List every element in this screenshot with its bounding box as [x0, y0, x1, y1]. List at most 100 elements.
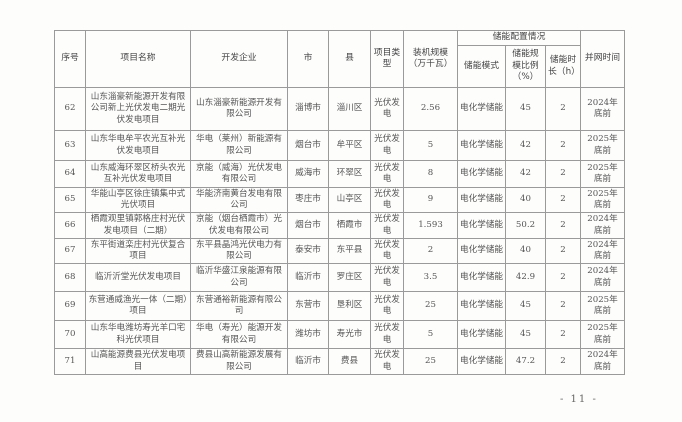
cell-grid-time: 2025年底前 [580, 320, 625, 349]
header-grid-time: 并网时间 [580, 30, 625, 88]
cell-company: 东平县晶鸿光伏电力有限公司 [190, 238, 288, 264]
cell-company: 华能济南黄台发电有限公司 [190, 187, 288, 213]
cell-duration: 2 [545, 187, 581, 213]
cell-type: 光伏发电 [370, 187, 404, 213]
cell-grid-time: 2025年底前 [580, 187, 625, 213]
cell-city: 临沂市 [287, 348, 329, 375]
cell-company: 华电（寿光）能源开发有限公司 [190, 320, 288, 349]
cell-ratio: 45 [505, 87, 546, 131]
table-row: 70 山东华电潍坊寿光羊口宅科光伏项目 华电（寿光）能源开发有限公司 潍坊市 寿光市 光伏… [54, 320, 625, 349]
cell-city: 枣庄市 [287, 187, 329, 213]
cell-name: 临沂沂堂光伏发电项目 [85, 263, 191, 292]
cell-county: 淄川区 [328, 87, 371, 131]
cell-ratio: 40 [505, 238, 546, 264]
header-seq: 序号 [54, 30, 86, 88]
cell-county: 罗庄区 [328, 263, 371, 292]
table-row: 68 临沂沂堂光伏发电项目 临沂华盛江泉能源有限公司 临沂市 罗庄区 光伏发电 3.5 电化学… [54, 263, 625, 292]
cell-county: 垦利区 [328, 291, 371, 321]
cell-grid-time: 2024年底前 [580, 87, 625, 131]
cell-seq: 66 [54, 212, 86, 239]
cell-county: 栖霞市 [328, 212, 371, 239]
cell-scale: 5 [403, 130, 458, 161]
cell-type: 光伏发电 [370, 238, 404, 264]
cell-mode: 电化学储能 [457, 263, 506, 292]
header-storage-group: 储能配置情况 [457, 30, 581, 46]
cell-type: 光伏发电 [370, 130, 404, 161]
header-county: 县 [328, 30, 371, 88]
cell-county: 环翠区 [328, 160, 371, 188]
cell-seq: 71 [54, 348, 86, 375]
cell-county: 山亭区 [328, 187, 371, 213]
table-row: 63 山东华电牟平农光互补光伏发电项目 华电（莱州）新能源有限公司 烟台市 牟平区 光伏发… [54, 130, 625, 161]
cell-company: 华电（莱州）新能源有限公司 [190, 130, 288, 161]
cell-city: 烟台市 [287, 212, 329, 239]
cell-grid-time: 2024年底前 [580, 263, 625, 292]
cell-type: 光伏发电 [370, 348, 404, 375]
cell-scale: 2.56 [403, 87, 458, 131]
cell-seq: 63 [54, 130, 86, 161]
cell-name: 山东华电牟平农光互补光伏发电项目 [85, 130, 191, 161]
cell-duration: 2 [545, 130, 581, 161]
cell-scale: 5 [403, 320, 458, 349]
header-ratio: 储能规模比例（%） [505, 45, 546, 88]
cell-grid-time: 2025年底前 [580, 160, 625, 188]
cell-ratio: 50.2 [505, 212, 546, 239]
cell-city: 烟台市 [287, 130, 329, 161]
cell-duration: 2 [545, 87, 581, 131]
cell-grid-time: 2024年底前 [580, 212, 625, 239]
cell-duration: 2 [545, 212, 581, 239]
header-company: 开发企业 [190, 30, 288, 88]
cell-name: 东平街道栾庄村光伏复合项目 [85, 238, 191, 264]
cell-scale: 3.5 [403, 263, 458, 292]
header-duration: 储能时长（h） [545, 45, 581, 88]
cell-duration: 2 [545, 263, 581, 292]
table-row: 71 山高能源费县光伏发电项目 费县山高新能源发展有限公司 临沂市 费县 光伏发电 25 电化… [54, 348, 625, 375]
cell-county: 东平县 [328, 238, 371, 264]
cell-duration: 2 [545, 320, 581, 349]
cell-city: 临沂市 [287, 263, 329, 292]
header-type: 项目类型 [370, 30, 404, 88]
cell-duration: 2 [545, 291, 581, 321]
header-scale: 装机规模（万千瓦） [403, 30, 458, 88]
header-city: 市 [287, 30, 329, 88]
cell-mode: 电化学储能 [457, 291, 506, 321]
cell-ratio: 45 [505, 320, 546, 349]
cell-mode: 电化学储能 [457, 348, 506, 375]
cell-ratio: 42 [505, 160, 546, 188]
cell-city: 淄博市 [287, 87, 329, 131]
cell-ratio: 42.9 [505, 263, 546, 292]
cell-grid-time: 2025年底前 [580, 291, 625, 321]
cell-seq: 70 [54, 320, 86, 349]
cell-type: 光伏发电 [370, 291, 404, 321]
cell-scale: 25 [403, 348, 458, 375]
cell-city: 威海市 [287, 160, 329, 188]
page-number: - 11 - [560, 394, 598, 405]
cell-ratio: 47.2 [505, 348, 546, 375]
cell-seq: 69 [54, 291, 86, 321]
cell-grid-time: 2024年底前 [580, 238, 625, 264]
cell-company: 山东淄豪新能源开发有限公司 [190, 87, 288, 131]
cell-duration: 2 [545, 238, 581, 264]
cell-county: 牟平区 [328, 130, 371, 161]
cell-seq: 67 [54, 238, 86, 264]
cell-seq: 62 [54, 87, 86, 131]
cell-company: 临沂华盛江泉能源有限公司 [190, 263, 288, 292]
cell-mode: 电化学储能 [457, 320, 506, 349]
cell-county: 寿光市 [328, 320, 371, 349]
cell-seq: 68 [54, 263, 86, 292]
cell-name: 山东华电潍坊寿光羊口宅科光伏项目 [85, 320, 191, 349]
cell-name: 山高能源费县光伏发电项目 [85, 348, 191, 375]
cell-mode: 电化学储能 [457, 238, 506, 264]
cell-county: 费县 [328, 348, 371, 375]
storage-project-table: 序号 项目名称 开发企业 市 县 项目类型 装机规模（万千瓦） 储能配置情况 并… [54, 30, 625, 375]
cell-company: 京能（烟台栖霞市）光伏发电有限公司 [190, 212, 288, 239]
cell-seq: 65 [54, 187, 86, 213]
cell-mode: 电化学储能 [457, 87, 506, 131]
cell-duration: 2 [545, 160, 581, 188]
table-row: 65 华能山亭区徐庄镇集中式光伏项目 华能济南黄台发电有限公司 枣庄市 山亭区 光伏发电 9… [54, 187, 625, 213]
cell-name: 山东威海环翠区桥头农光互补光伏发电项目 [85, 160, 191, 188]
cell-mode: 电化学储能 [457, 212, 506, 239]
cell-scale: 1.593 [403, 212, 458, 239]
table-row: 64 山东威海环翠区桥头农光互补光伏发电项目 京能（威海）光伏发电有限公司 威海市 环翠… [54, 160, 625, 188]
table-row: 66 栖霞观里镇郭格庄村光伏发电项目（二期） 京能（烟台栖霞市）光伏发电有限公司 烟台… [54, 212, 625, 239]
